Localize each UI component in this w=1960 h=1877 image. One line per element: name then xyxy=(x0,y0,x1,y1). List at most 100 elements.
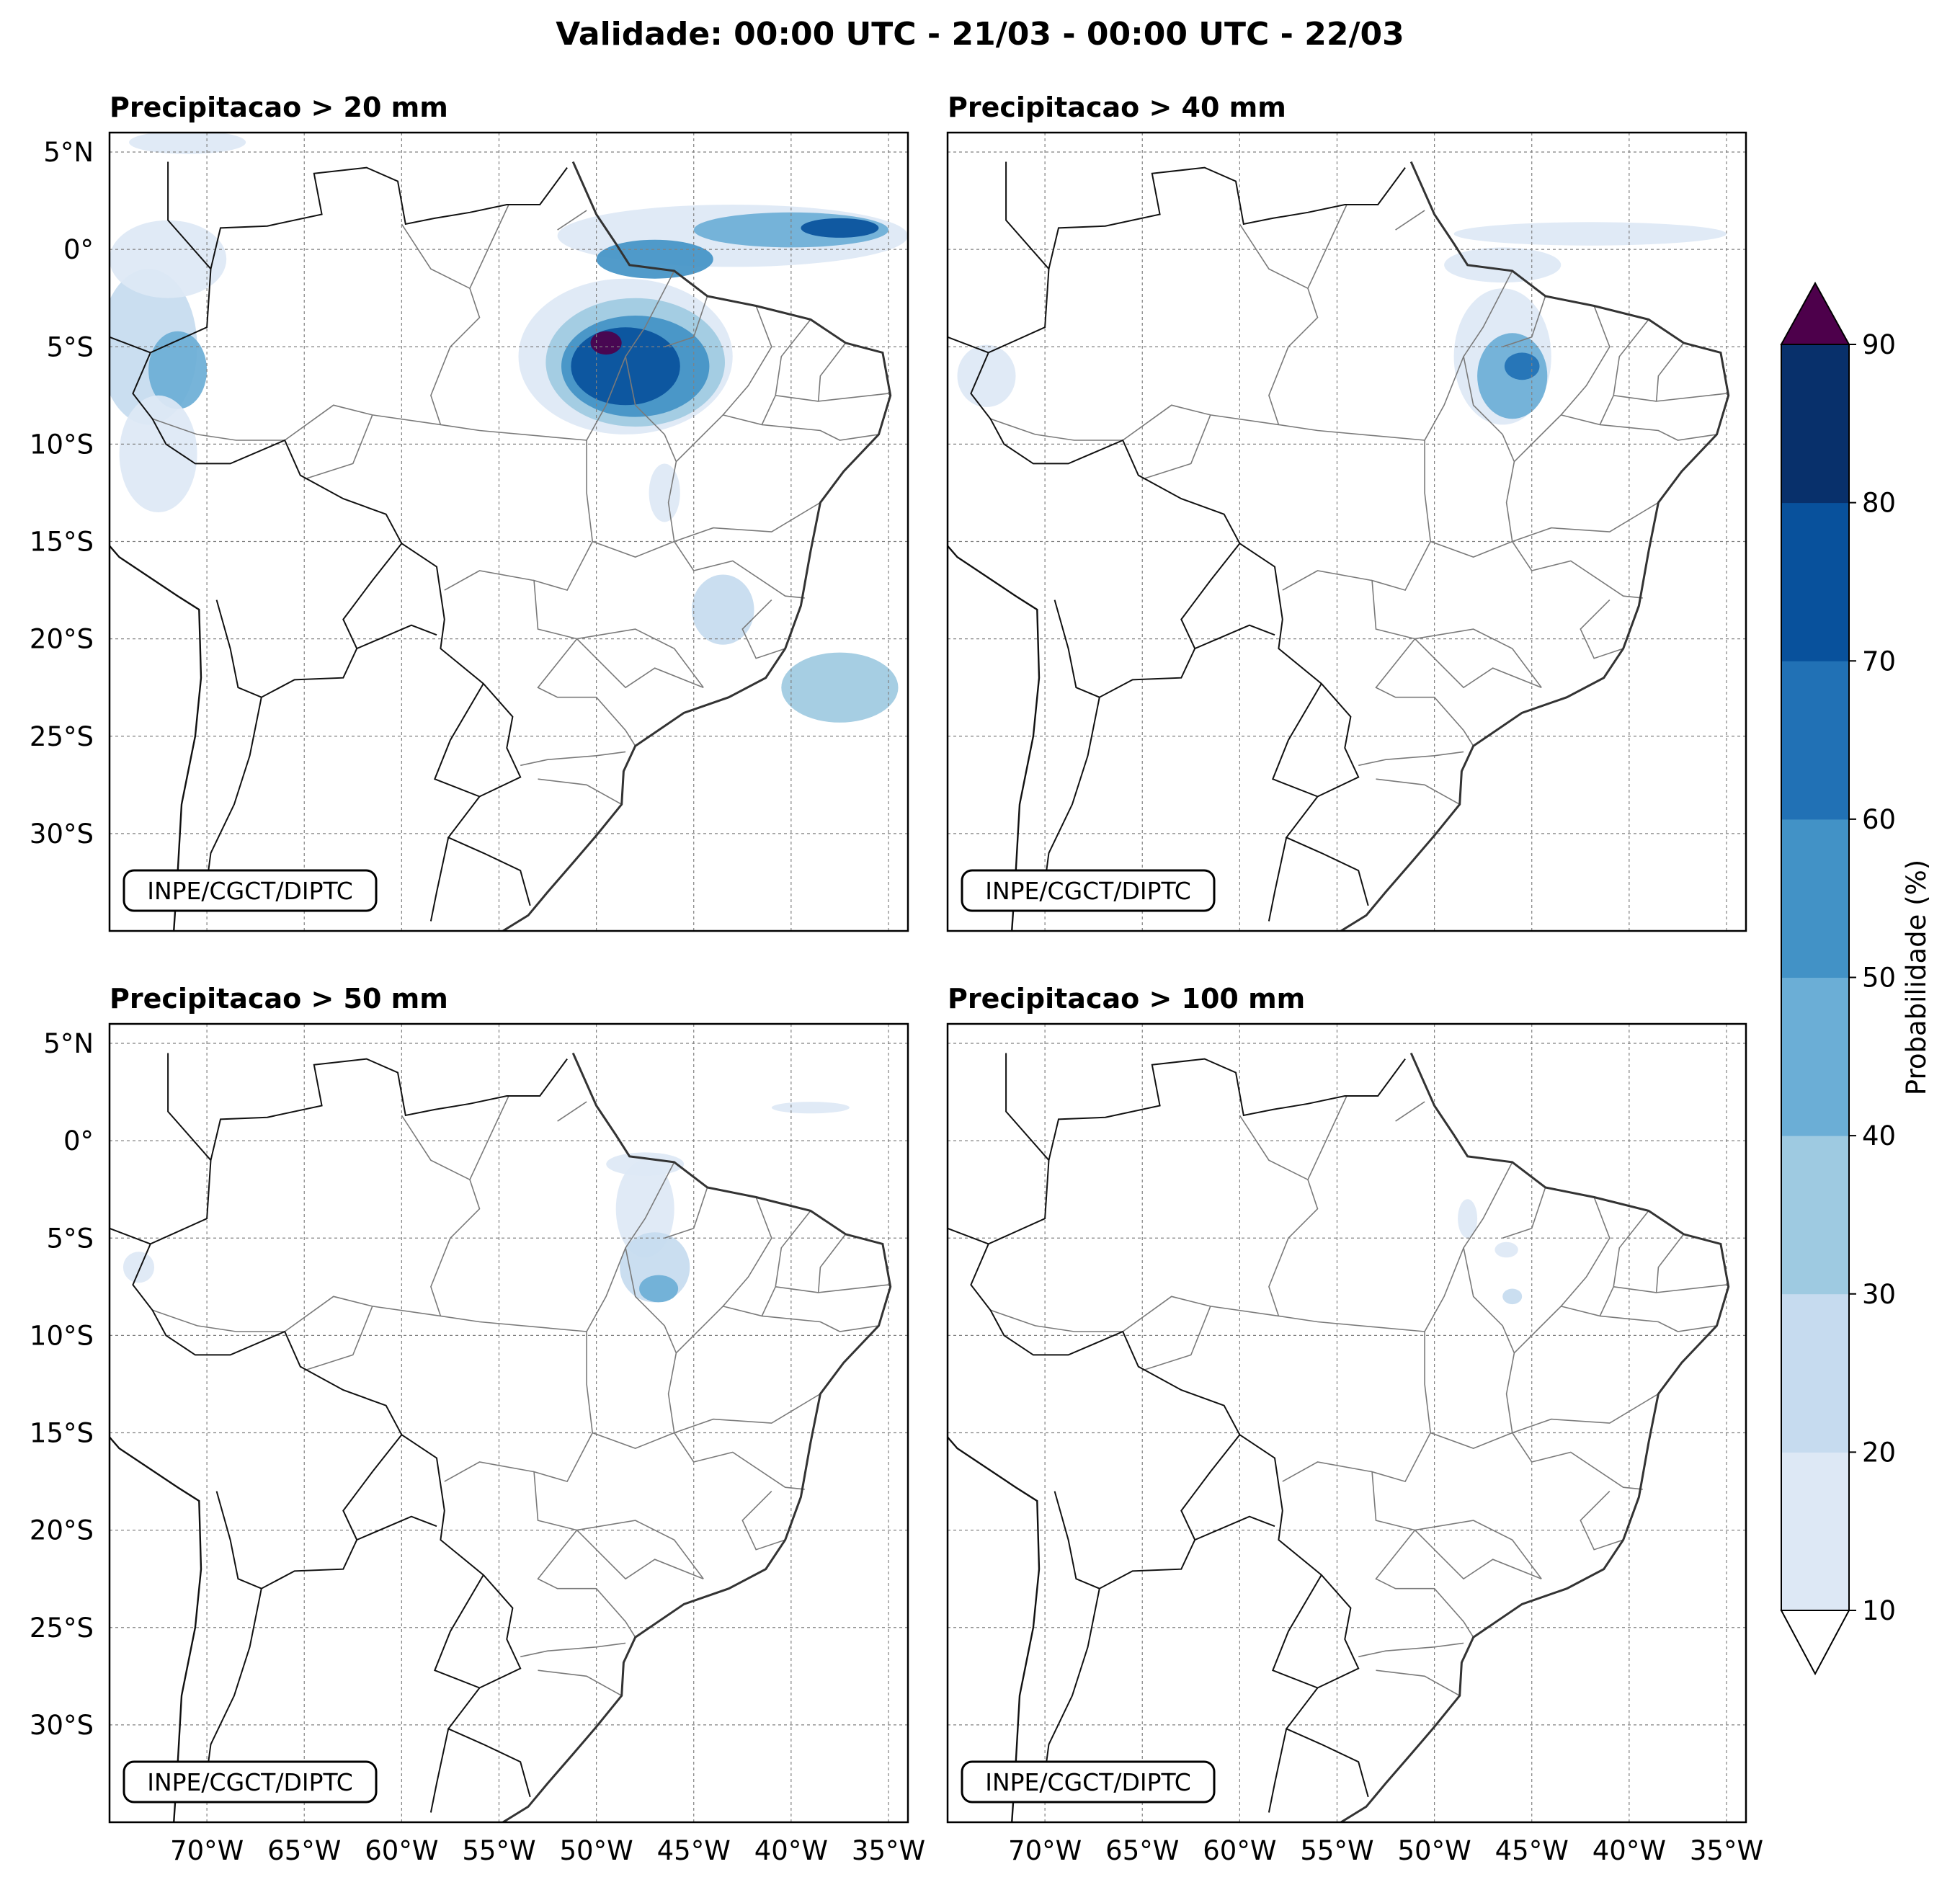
probability-area xyxy=(1494,1241,1518,1258)
state-border xyxy=(152,1309,285,1332)
state-border xyxy=(1375,638,1542,746)
longitude-tick-label: 60°W xyxy=(365,1835,438,1866)
colorbar-tick-label: 60 xyxy=(1862,804,1896,835)
latitude-tick-label: 20°S xyxy=(30,624,94,655)
longitude-tick-label: 40°W xyxy=(754,1835,828,1866)
latitude-tick-label: 25°S xyxy=(30,1613,94,1644)
state-border xyxy=(1268,204,1348,425)
colorbar-tick-label: 70 xyxy=(1862,646,1896,677)
state-border xyxy=(1580,1491,1623,1551)
state-border xyxy=(1513,1197,1611,1354)
state-border xyxy=(675,306,772,463)
map-panel-2: Precipitacao > 40 mm INPE/CGCT/DIPTC xyxy=(946,92,1747,932)
state-border xyxy=(1358,1642,1464,1658)
state-border xyxy=(1371,540,1542,688)
colorbar-tick-label: 80 xyxy=(1862,488,1896,519)
country-border xyxy=(1268,837,1288,922)
state-border xyxy=(557,1101,587,1122)
latitude-tick-label: 5°N xyxy=(43,1028,94,1059)
map-frame xyxy=(108,1022,909,1824)
colorbar-tick-label: 90 xyxy=(1862,329,1896,360)
colorbar-segment xyxy=(1781,819,1849,978)
latitude-tick-label: 0° xyxy=(63,234,94,265)
state-border xyxy=(775,1286,819,1293)
pacific-coastline xyxy=(948,1435,1041,1822)
state-border xyxy=(1511,501,1659,599)
state-border xyxy=(557,210,587,231)
state-border xyxy=(673,1393,821,1490)
country-border xyxy=(1180,543,1241,649)
atlantic-coastline xyxy=(1340,1052,1730,1822)
credit-label: INPE/CGCT/DIPTC xyxy=(961,869,1216,912)
colorbar-tick-label: 20 xyxy=(1862,1437,1896,1468)
country-border xyxy=(342,1434,403,1541)
credit-text: INPE/CGCT/DIPTC xyxy=(985,1768,1191,1796)
map-frame xyxy=(108,131,909,932)
country-border xyxy=(1271,683,1322,798)
state-border xyxy=(625,270,677,542)
state-border xyxy=(401,1115,471,1180)
state-border xyxy=(430,204,509,425)
probability-area xyxy=(639,1275,679,1303)
colorbar-segment xyxy=(1781,661,1849,820)
state-border xyxy=(1122,1296,1425,1332)
map-frame xyxy=(946,131,1747,932)
longitude-tick-label: 70°W xyxy=(170,1835,244,1866)
colorbar-over-arrow xyxy=(1780,281,1850,345)
colorbar-segment xyxy=(1781,1293,1849,1453)
pacific-coastline xyxy=(110,544,202,931)
state-border xyxy=(1239,1115,1309,1180)
probability-area xyxy=(129,133,246,154)
colorbar-segment xyxy=(1781,977,1849,1136)
map-frame xyxy=(946,1022,1747,1824)
state-border xyxy=(1463,1162,1515,1433)
state-border xyxy=(625,1162,677,1433)
longitude-tick-label: 45°W xyxy=(657,1835,731,1866)
state-border xyxy=(1655,1234,1727,1293)
probability-area xyxy=(1453,222,1727,246)
country-border xyxy=(110,336,151,354)
state-border xyxy=(537,638,704,746)
credit-label: INPE/CGCT/DIPTC xyxy=(961,1760,1216,1804)
colorbar-tick-label: 10 xyxy=(1862,1595,1896,1626)
latitude-tick-label: 30°S xyxy=(30,1710,94,1741)
state-border xyxy=(664,295,708,348)
longitude-tick-label: 50°W xyxy=(1398,1835,1471,1866)
state-border xyxy=(1600,1315,1717,1332)
country-border xyxy=(1054,599,1275,698)
colorbar-segment xyxy=(1781,344,1849,504)
country-border xyxy=(970,1058,1406,1798)
probability-area xyxy=(649,463,680,522)
state-border xyxy=(1376,778,1461,805)
probability-area xyxy=(110,220,227,298)
country-border xyxy=(342,543,403,649)
latitude-tick-label: 15°S xyxy=(30,527,94,558)
state-border xyxy=(1395,210,1425,231)
longitude-tick-label: 65°W xyxy=(267,1835,341,1866)
state-border xyxy=(1613,395,1657,402)
latitude-tick-label: 5°S xyxy=(46,331,94,362)
state-border xyxy=(1600,424,1717,441)
state-border xyxy=(1613,1286,1657,1293)
country-border xyxy=(167,1053,212,1161)
state-border xyxy=(538,1669,623,1696)
probability-area xyxy=(596,239,713,279)
state-border xyxy=(1463,270,1515,542)
country-border xyxy=(132,1058,568,1798)
map-panel-3: Precipitacao > 50 mm INPE/CGCT/DIPTC 5°N 0°… xyxy=(30,983,925,1866)
credit-box xyxy=(961,869,1216,912)
state-border xyxy=(1580,599,1623,659)
longitude-tick-label: 40°W xyxy=(1592,1835,1666,1866)
probability-area xyxy=(571,327,680,406)
panel-title: Precipitacao > 50 mm xyxy=(110,983,448,1015)
credit-text: INPE/CGCT/DIPTC xyxy=(985,877,1191,905)
probability-area xyxy=(606,1152,685,1176)
state-border xyxy=(1268,1095,1348,1316)
state-border xyxy=(303,1306,373,1371)
state-border xyxy=(533,1432,704,1579)
atlantic-coastline xyxy=(502,1052,892,1822)
country-border xyxy=(1005,1053,1050,1161)
state-border xyxy=(537,1529,704,1638)
colorbar: 10 20 30 40 50 60 70 80 90 Probabilidade (%) xyxy=(1780,281,1932,1676)
